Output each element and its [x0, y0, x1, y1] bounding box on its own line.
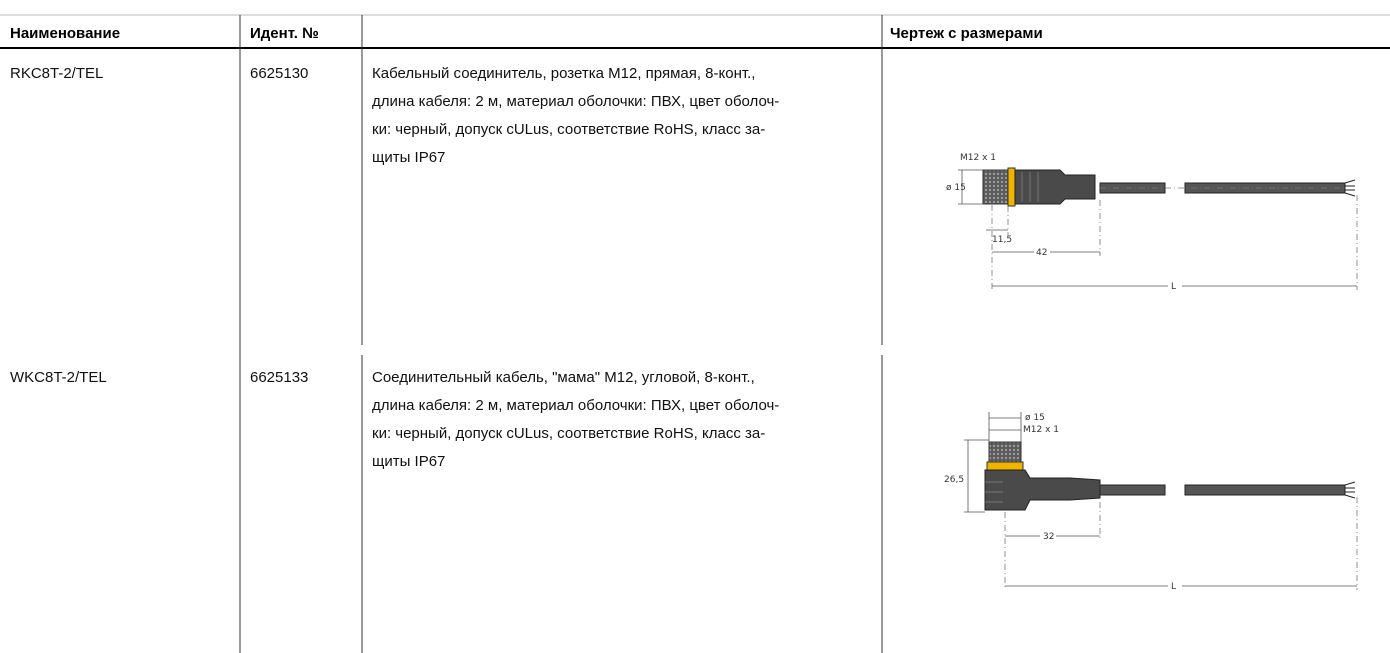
drawing-straight: M12 x 1 ø 15 11,5 42 L	[946, 153, 1358, 292]
dim-label: M12 x 1	[960, 153, 996, 163]
header-drawing: Чертеж с размерами	[890, 25, 1043, 42]
dim-label: L	[1171, 582, 1176, 592]
dim-label: 32	[1043, 532, 1054, 542]
description-line: ки: черный, допуск cULus, соответствие R…	[372, 425, 765, 442]
description-line: Кабельный соединитель, розетка M12, прям…	[372, 65, 755, 82]
drawing-angled: ø 15 M12 x 1 26,5 32 L	[944, 412, 1358, 592]
row-name: RKC8T-2/TEL	[10, 65, 103, 82]
description-line: длина кабеля: 2 м, материал оболочки: ПВ…	[372, 397, 779, 414]
description-line: Соединительный кабель, "мама" M12, углов…	[372, 369, 755, 386]
dim-label: M12 x 1	[1023, 425, 1059, 435]
dim-label: 11,5	[992, 235, 1012, 245]
row-name: WKC8T-2/TEL	[10, 369, 107, 386]
dim-label: L	[1171, 282, 1176, 292]
row-ident: 6625130	[250, 65, 308, 82]
table-grid	[0, 14, 1390, 653]
description-line: щиты IP67	[372, 453, 445, 470]
header-ident: Идент. №	[250, 25, 319, 42]
description-line: длина кабеля: 2 м, материал оболочки: ПВ…	[372, 93, 779, 110]
header-name: Наименование	[10, 25, 120, 42]
dim-label: ø 15	[946, 183, 966, 193]
row-ident: 6625133	[250, 369, 308, 386]
dim-label: ø 15	[1025, 413, 1045, 423]
dim-label: 42	[1036, 248, 1047, 258]
dim-label: 26,5	[944, 475, 964, 485]
description-line: ки: черный, допуск cULus, соответствие R…	[372, 121, 765, 138]
description-line: щиты IP67	[372, 149, 445, 166]
